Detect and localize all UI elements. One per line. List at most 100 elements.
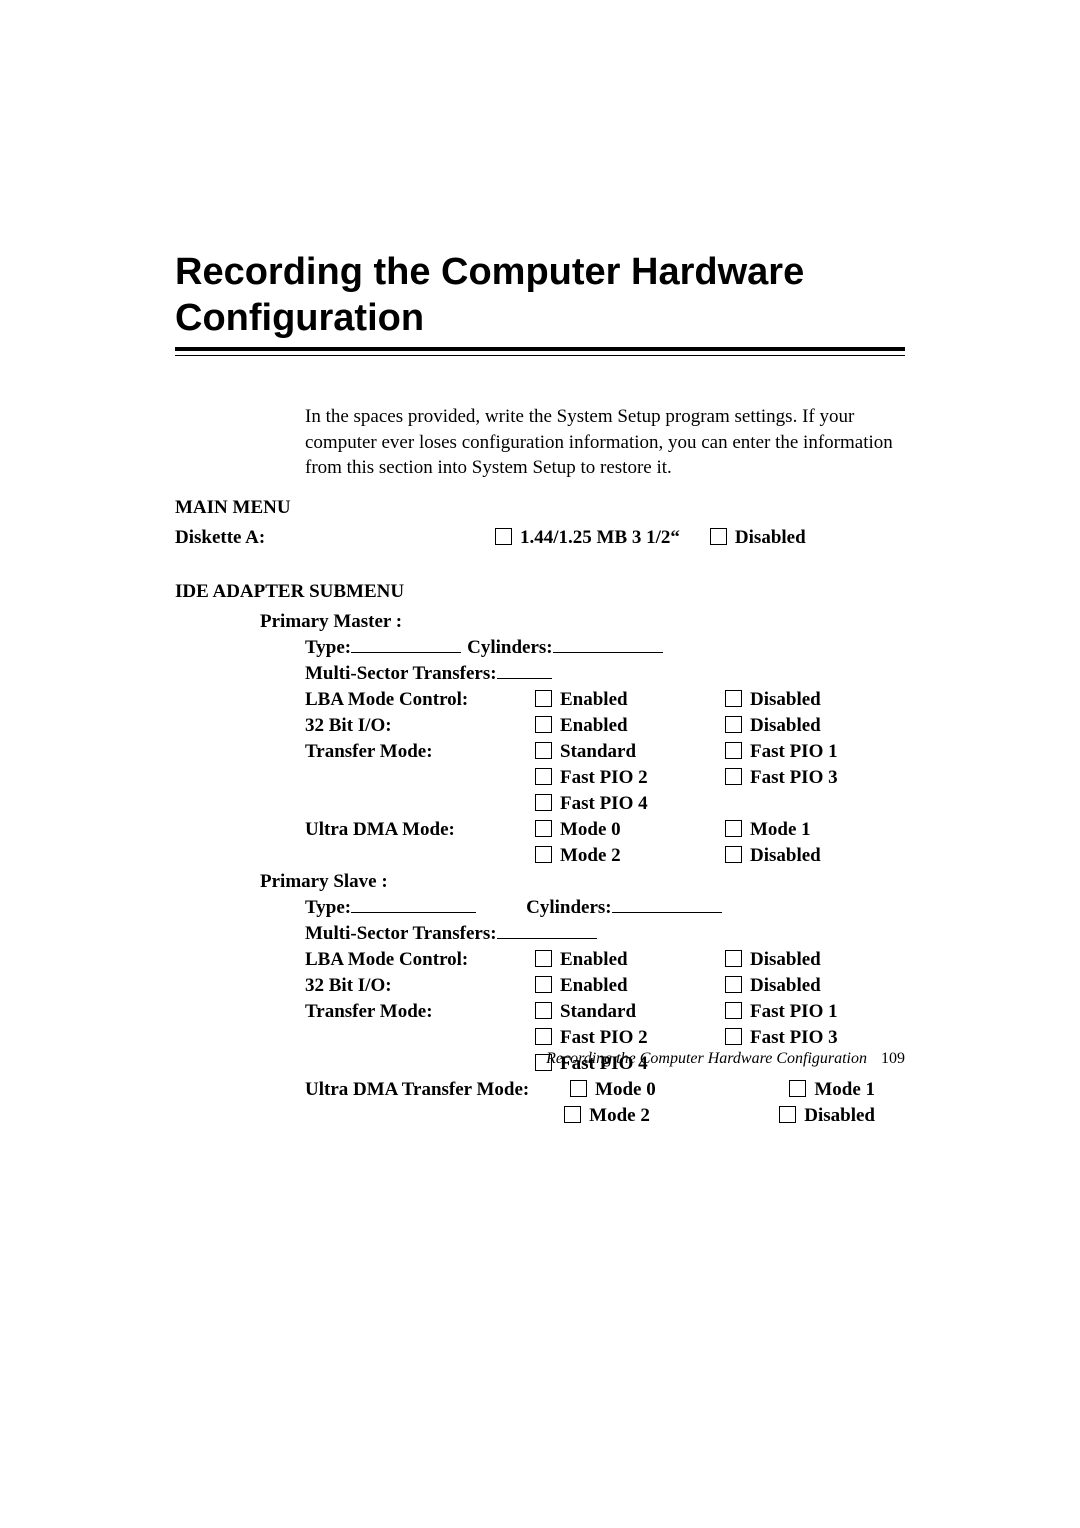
main-menu-heading: MAIN MENU bbox=[175, 497, 905, 519]
pm-lba-opt2-label: Disabled bbox=[750, 689, 821, 710]
ps-lba-opt1: Enabled bbox=[535, 949, 695, 971]
checkbox-icon[interactable] bbox=[564, 1106, 581, 1123]
pm-lba-opt1-label: Enabled bbox=[560, 689, 628, 710]
pm-xfer-opt5: Fast PIO 4 bbox=[535, 793, 695, 815]
pm-lba-opt1: Enabled bbox=[535, 689, 695, 711]
checkbox-icon[interactable] bbox=[570, 1080, 587, 1097]
pm-udma-opt4: Disabled bbox=[725, 845, 821, 867]
checkbox-icon[interactable] bbox=[789, 1080, 806, 1097]
ps-lba-label: LBA Mode Control: bbox=[305, 949, 535, 971]
ide-heading: IDE ADAPTER SUBMENU bbox=[175, 581, 905, 603]
pm-cyl-blank[interactable] bbox=[553, 652, 663, 653]
pm-xfer-label: Transfer Mode: bbox=[305, 741, 535, 763]
ps-type-label: Type: bbox=[305, 897, 351, 919]
checkbox-icon[interactable] bbox=[535, 820, 552, 837]
ps-udma-label: Ultra DMA Transfer Mode: bbox=[305, 1079, 570, 1101]
checkbox-icon[interactable] bbox=[535, 950, 552, 967]
diskette-opt2-label: Disabled bbox=[735, 527, 806, 548]
ps-lba-opt2-label: Disabled bbox=[750, 949, 821, 970]
ps-32bit-opt1: Enabled bbox=[535, 975, 695, 997]
ps-udma-opt3: Mode 2 bbox=[564, 1105, 749, 1127]
pm-xfer-opt5-label: Fast PIO 4 bbox=[560, 793, 648, 814]
ps-32bit-label: 32 Bit I/O: bbox=[305, 975, 535, 997]
pm-xfer-row1: Transfer Mode: Standard Fast PIO 1 bbox=[305, 741, 905, 763]
pm-lba-opt2: Disabled bbox=[725, 689, 821, 711]
checkbox-icon[interactable] bbox=[779, 1106, 796, 1123]
checkbox-icon[interactable] bbox=[535, 768, 552, 785]
ps-mst-row: Multi-Sector Transfers: bbox=[305, 923, 905, 945]
checkbox-icon[interactable] bbox=[725, 1028, 742, 1045]
ps-cyl-blank[interactable] bbox=[612, 912, 722, 913]
diskette-opt1: 1.44/1.25 MB 3 1/2“ bbox=[495, 527, 680, 549]
checkbox-icon[interactable] bbox=[725, 690, 742, 707]
checkbox-icon[interactable] bbox=[535, 690, 552, 707]
checkbox-icon[interactable] bbox=[535, 742, 552, 759]
ps-xfer-opt4-label: Fast PIO 3 bbox=[750, 1027, 838, 1048]
pm-32bit-row: 32 Bit I/O: Enabled Disabled bbox=[305, 715, 905, 737]
ps-xfer-row2: Fast PIO 2 Fast PIO 3 bbox=[305, 1027, 905, 1049]
pm-udma-row1: Ultra DMA Mode: Mode 0 Mode 1 bbox=[305, 819, 905, 841]
checkbox-icon[interactable] bbox=[710, 528, 727, 545]
ps-lba-opt1-label: Enabled bbox=[560, 949, 628, 970]
diskette-opt2: Disabled bbox=[710, 527, 806, 549]
checkbox-icon[interactable] bbox=[535, 794, 552, 811]
checkbox-icon[interactable] bbox=[725, 1002, 742, 1019]
checkbox-icon[interactable] bbox=[535, 976, 552, 993]
ps-xfer-opt3-label: Fast PIO 2 bbox=[560, 1027, 648, 1048]
pm-udma-label: Ultra DMA Mode: bbox=[305, 819, 535, 841]
checkbox-icon[interactable] bbox=[725, 768, 742, 785]
pm-32bit-label: 32 Bit I/O: bbox=[305, 715, 535, 737]
pm-udma-opt3-label: Mode 2 bbox=[560, 845, 621, 866]
ps-udma-opt4: Disabled bbox=[779, 1105, 875, 1127]
checkbox-icon[interactable] bbox=[725, 846, 742, 863]
checkbox-icon[interactable] bbox=[535, 1002, 552, 1019]
ps-udma-row1: Ultra DMA Transfer Mode: Mode 0 Mode 1 bbox=[305, 1079, 905, 1101]
ps-mst-blank[interactable] bbox=[497, 938, 597, 939]
pm-xfer-opt2: Fast PIO 1 bbox=[725, 741, 838, 763]
pm-xfer-opt1: Standard bbox=[535, 741, 695, 763]
pm-lba-label: LBA Mode Control: bbox=[305, 689, 535, 711]
ps-udma-opt2: Mode 1 bbox=[789, 1079, 875, 1101]
checkbox-icon[interactable] bbox=[535, 846, 552, 863]
pm-xfer-opt3-label: Fast PIO 2 bbox=[560, 767, 648, 788]
pm-udma-opt4-label: Disabled bbox=[750, 845, 821, 866]
pm-mst-blank[interactable] bbox=[497, 678, 552, 679]
pm-xfer-opt4-label: Fast PIO 3 bbox=[750, 767, 838, 788]
pm-32bit-opt2: Disabled bbox=[725, 715, 821, 737]
footer-page-number: 109 bbox=[881, 1050, 905, 1067]
ps-xfer-opt3: Fast PIO 2 bbox=[535, 1027, 695, 1049]
pm-32bit-opt2-label: Disabled bbox=[750, 715, 821, 736]
checkbox-icon[interactable] bbox=[725, 742, 742, 759]
page-footer: Recording the Computer Hardware Configur… bbox=[0, 1050, 1080, 1068]
ps-xfer-opt2-label: Fast PIO 1 bbox=[750, 1001, 838, 1022]
intro-paragraph: In the spaces provided, write the System… bbox=[305, 404, 905, 481]
checkbox-icon[interactable] bbox=[725, 820, 742, 837]
checkbox-icon[interactable] bbox=[535, 716, 552, 733]
page-title: Recording the Computer Hardware Configur… bbox=[175, 250, 905, 341]
primary-slave-heading: Primary Slave : bbox=[260, 871, 905, 893]
ps-xfer-opt1: Standard bbox=[535, 1001, 695, 1023]
pm-udma-opt2: Mode 1 bbox=[725, 819, 811, 841]
pm-xfer-opt1-label: Standard bbox=[560, 741, 636, 762]
diskette-opt1-label: 1.44/1.25 MB 3 1/2“ bbox=[520, 527, 680, 548]
pm-udma-row2: Mode 2 Disabled bbox=[305, 845, 905, 867]
checkbox-icon[interactable] bbox=[495, 528, 512, 545]
pm-lba-row: LBA Mode Control: Enabled Disabled bbox=[305, 689, 905, 711]
ps-32bit-opt1-label: Enabled bbox=[560, 975, 628, 996]
diskette-label: Diskette A: bbox=[175, 527, 495, 549]
checkbox-icon[interactable] bbox=[725, 950, 742, 967]
pm-type-blank[interactable] bbox=[351, 652, 461, 653]
pm-udma-opt3: Mode 2 bbox=[535, 845, 695, 867]
ps-type-blank[interactable] bbox=[351, 912, 476, 913]
checkbox-icon[interactable] bbox=[725, 976, 742, 993]
checkbox-icon[interactable] bbox=[725, 716, 742, 733]
diskette-row: Diskette A: 1.44/1.25 MB 3 1/2“ Disabled bbox=[175, 527, 905, 549]
ps-udma-row2: Mode 2 Disabled bbox=[305, 1105, 905, 1127]
pm-mst-label: Multi-Sector Transfers: bbox=[305, 663, 497, 685]
ps-udma-opt3-label: Mode 2 bbox=[589, 1105, 650, 1126]
pm-udma-opt1-label: Mode 0 bbox=[560, 819, 621, 840]
pm-type-label: Type: bbox=[305, 637, 351, 659]
ps-mst-label: Multi-Sector Transfers: bbox=[305, 923, 497, 945]
pm-udma-opt1: Mode 0 bbox=[535, 819, 695, 841]
checkbox-icon[interactable] bbox=[535, 1028, 552, 1045]
